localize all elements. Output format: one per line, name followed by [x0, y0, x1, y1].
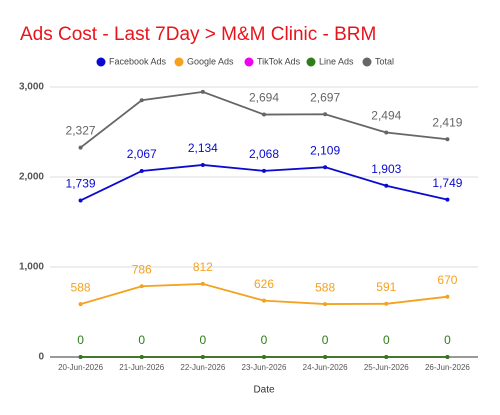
data-label: 1,903	[371, 162, 401, 176]
x-tick-label: 22-Jun-2026	[180, 363, 225, 372]
legend-label: Google Ads	[187, 56, 234, 66]
legend-label: TikTok Ads	[257, 56, 301, 66]
x-axis-label: Date	[253, 385, 275, 396]
data-label: 0	[383, 333, 390, 347]
data-point	[200, 281, 205, 286]
data-label: 2,067	[127, 147, 157, 161]
data-point	[200, 89, 205, 94]
data-label: 0	[322, 333, 329, 347]
data-point	[445, 137, 450, 142]
data-point	[384, 130, 389, 135]
data-label: 1,749	[432, 176, 462, 190]
data-point	[384, 355, 389, 359]
legend-marker	[362, 57, 372, 67]
data-label: 588	[71, 280, 91, 294]
data-label: 0	[138, 333, 145, 347]
data-point	[384, 183, 389, 188]
data-point	[200, 355, 205, 359]
x-tick-label: 21-Jun-2026	[119, 363, 164, 372]
data-point	[262, 355, 266, 359]
data-label: 2,694	[249, 91, 279, 105]
data-point	[78, 198, 83, 203]
data-point	[78, 302, 83, 307]
data-label: 0	[261, 333, 268, 347]
data-label: 0	[77, 333, 84, 347]
data-point	[139, 98, 144, 103]
data-point	[262, 112, 266, 117]
data-point	[323, 355, 328, 359]
data-point	[262, 298, 266, 303]
legend-label: Facebook Ads	[109, 56, 167, 66]
data-point	[139, 168, 144, 173]
data-label: 2,327	[66, 124, 96, 138]
legend-marker	[306, 57, 316, 67]
data-point	[139, 355, 144, 359]
data-point	[323, 112, 328, 117]
chart-title: Ads Cost - Last 7Day > M&M Clinic - BRM	[20, 24, 376, 45]
x-tick-label: 25-Jun-2026	[364, 363, 409, 372]
data-label: 0	[200, 333, 207, 347]
y-tick-label: 0	[38, 352, 44, 363]
data-point	[139, 284, 144, 289]
data-label: 591	[376, 280, 396, 294]
legend-label: Total	[375, 56, 394, 66]
data-point	[445, 294, 450, 299]
data-label: 2,697	[310, 90, 340, 104]
data-label: 2,068	[249, 147, 279, 161]
x-tick-label: 20-Jun-2026	[58, 363, 103, 372]
y-tick-label: 2,000	[19, 172, 44, 183]
x-tick-label: 23-Jun-2026	[242, 363, 287, 372]
data-label: 2,134	[188, 141, 218, 155]
data-label: 812	[193, 260, 213, 274]
legend-marker	[174, 57, 184, 67]
legend-marker	[244, 57, 254, 67]
data-label: 2,109	[310, 143, 340, 157]
data-point	[323, 165, 328, 170]
data-point	[445, 355, 450, 359]
x-tick-label: 26-Jun-2026	[425, 363, 470, 372]
legend-marker	[96, 57, 106, 67]
data-label: 0	[444, 333, 451, 347]
data-label: 2,494	[371, 109, 401, 123]
data-point	[200, 162, 205, 167]
data-label: 786	[132, 262, 152, 276]
data-point	[384, 301, 389, 306]
data-point	[78, 145, 83, 150]
data-point	[262, 168, 266, 173]
data-label: 626	[254, 277, 274, 291]
x-tick-label: 24-Jun-2026	[303, 363, 348, 372]
data-point	[445, 197, 450, 202]
data-label: 1,739	[66, 177, 96, 191]
legend-label: Line Ads	[319, 56, 354, 66]
y-tick-label: 3,000	[19, 82, 44, 93]
data-point	[78, 355, 83, 359]
data-label: 2,419	[432, 115, 462, 129]
data-label: 670	[437, 273, 457, 287]
data-point	[323, 302, 328, 307]
y-tick-label: 1,000	[19, 262, 44, 273]
data-label: 588	[315, 280, 335, 294]
